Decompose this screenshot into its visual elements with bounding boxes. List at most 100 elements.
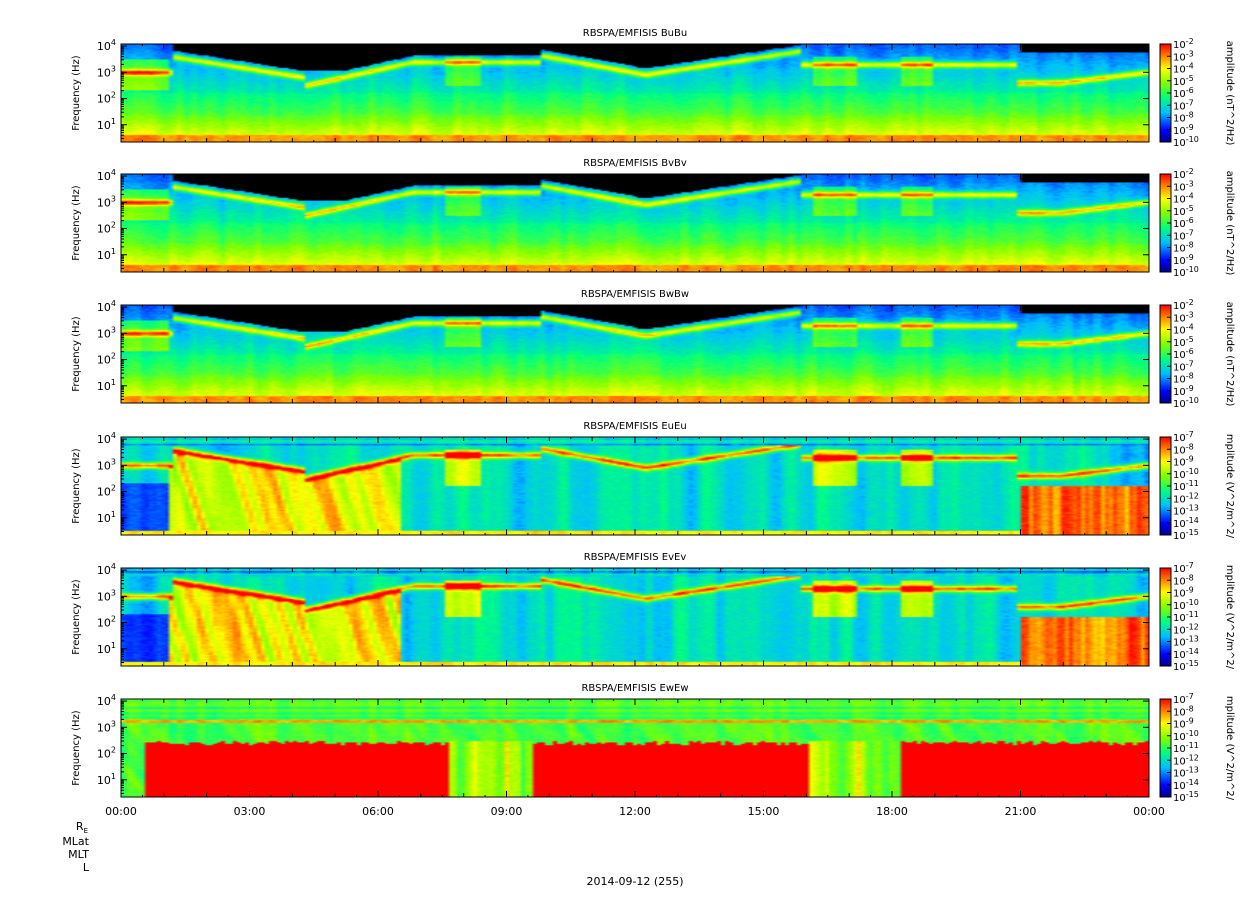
colorbar-tick-label: 10-4 <box>1173 323 1194 337</box>
colorbar-tick-label: 10-13 <box>1173 504 1199 518</box>
colorbar-label: mplitude (V^2/m^2/ <box>1224 565 1235 670</box>
colorbar-tick-label: 10-2 <box>1173 37 1194 51</box>
colorbar-label: amplitude (nT^2/Hz) <box>1224 171 1235 276</box>
colorbar-tick-label: 10-11 <box>1173 610 1199 624</box>
y-tick-label: 104 <box>97 168 116 183</box>
colorbar-tick-label: 10-11 <box>1173 479 1199 493</box>
panel-title: RBSPA/EMFISIS BvBv <box>583 158 687 169</box>
colorbar-tick-label: 10-7 <box>1173 430 1194 444</box>
date-label: 2014-09-12 (255) <box>586 875 683 888</box>
colorbar-tick-label: 10-13 <box>1173 766 1199 780</box>
x-tick-label: 00:00 <box>105 805 137 818</box>
colorbar-tick-label: 10-9 <box>1173 455 1194 469</box>
panel-title: RBSPA/EMFISIS EvEv <box>584 552 687 563</box>
y-tick-label: 101 <box>97 772 116 787</box>
y-tick-label: 103 <box>97 64 116 79</box>
spectrogram-image <box>121 305 1149 403</box>
colorbar-tick-label: 10-3 <box>1173 179 1194 193</box>
colorbar-label: amplitude (nT^2/Hz) <box>1224 302 1235 407</box>
y-tick-label: 104 <box>97 693 116 708</box>
colorbar-tick-label: 10-15 <box>1173 790 1199 804</box>
colorbar-tick-label: 10-2 <box>1173 298 1194 312</box>
colorbar-tick-label: 10-7 <box>1173 561 1194 575</box>
x-tick-label: 21:00 <box>1005 805 1037 818</box>
colorbar-tick-label: 10-7 <box>1173 692 1194 706</box>
colorbar-tick-label: 10-2 <box>1173 167 1194 181</box>
y-axis-label: Frequency (Hz) <box>71 710 82 786</box>
colorbar-tick-label: 10-6 <box>1173 347 1194 361</box>
colorbar-tick-label: 10-14 <box>1173 516 1199 530</box>
ephemeris-label-l: L <box>83 861 90 874</box>
spectrogram-panel: RBSPA/EMFISIS BvBv Frequency (Hz) 101 102 10… <box>71 158 1235 279</box>
y-tick-label: 104 <box>97 299 116 314</box>
colorbar-tick-label: 10-5 <box>1173 74 1194 88</box>
colorbar-tick-label: 10-8 <box>1173 372 1194 386</box>
colorbar-tick-label: 10-9 <box>1173 253 1194 267</box>
spectrogram-panel: RBSPA/EMFISIS EwEw Frequency (Hz) 101 102 10… <box>71 683 1235 804</box>
y-tick-label: 101 <box>97 510 116 525</box>
colorbar-label: mplitude (V^2/m^2/ <box>1224 696 1235 801</box>
colorbar-tick-label: 10-13 <box>1173 635 1199 649</box>
colorbar-tick-label: 10-8 <box>1173 573 1194 587</box>
y-tick-label: 101 <box>97 378 116 393</box>
colorbar-tick-label: 10-9 <box>1173 717 1194 731</box>
y-tick-label: 101 <box>97 641 116 656</box>
colorbar-tick-label: 10-15 <box>1173 659 1199 673</box>
y-tick-label: 102 <box>97 91 116 106</box>
colorbar-tick-label: 10-7 <box>1173 98 1194 112</box>
colorbar-tick-label: 10-10 <box>1173 396 1199 410</box>
y-axis-label: Frequency (Hz) <box>71 55 82 131</box>
y-tick-label: 101 <box>97 117 116 132</box>
y-tick-label: 102 <box>97 221 116 236</box>
colorbar-tick-label: 10-12 <box>1173 491 1199 505</box>
x-tick-label: 06:00 <box>362 805 394 818</box>
colorbar-tick-label: 10-10 <box>1173 598 1199 612</box>
y-tick-label: 103 <box>97 194 116 209</box>
y-tick-label: 104 <box>97 562 116 577</box>
spectrogram-image <box>121 699 1149 797</box>
spectrogram-image <box>121 568 1149 666</box>
colorbar-tick-label: 10-10 <box>1173 729 1199 743</box>
y-axis-label: Frequency (Hz) <box>71 185 82 261</box>
x-tick-label: 18:00 <box>876 805 908 818</box>
colorbar-tick-label: 10-8 <box>1173 704 1194 718</box>
y-tick-label: 102 <box>97 615 116 630</box>
colorbar-tick-label: 10-4 <box>1173 62 1194 76</box>
y-tick-label: 103 <box>97 457 116 472</box>
colorbar-tick-label: 10-9 <box>1173 123 1194 137</box>
colorbar-tick-label: 10-12 <box>1173 622 1199 636</box>
spectrogram-panel: RBSPA/EMFISIS EuEu Frequency (Hz) 101 102 10… <box>71 421 1235 542</box>
panel-title: RBSPA/EMFISIS BuBu <box>583 28 687 39</box>
colorbar-tick-label: 10-15 <box>1173 528 1199 542</box>
colorbar-tick-label: 10-7 <box>1173 228 1194 242</box>
colorbar-tick-label: 10-10 <box>1173 467 1199 481</box>
colorbar-tick-label: 10-6 <box>1173 216 1194 230</box>
colorbar-tick-label: 10-7 <box>1173 359 1194 373</box>
x-tick-label: 15:00 <box>748 805 780 818</box>
colorbar-tick-label: 10-8 <box>1173 111 1194 125</box>
colorbar-tick-label: 10-14 <box>1173 778 1199 792</box>
y-axis-label: Frequency (Hz) <box>71 579 82 655</box>
colorbar-tick-label: 10-3 <box>1173 49 1194 63</box>
y-tick-label: 103 <box>97 325 116 340</box>
x-tick-label: 09:00 <box>491 805 523 818</box>
panel-title: RBSPA/EMFISIS EwEw <box>581 683 688 694</box>
panel-title: RBSPA/EMFISIS EuEu <box>583 421 686 432</box>
colorbar-tick-label: 10-14 <box>1173 647 1199 661</box>
x-tick-label: 12:00 <box>619 805 651 818</box>
y-tick-label: 103 <box>97 588 116 603</box>
colorbar-tick-label: 10-6 <box>1173 86 1194 100</box>
x-tick-label: 03:00 <box>234 805 266 818</box>
colorbar-tick-label: 10-8 <box>1173 442 1194 456</box>
ephemeris-labels: RE MLat MLT L 2014-09-12 (255) <box>62 820 683 888</box>
colorbar-tick-label: 10-10 <box>1173 135 1199 149</box>
colorbar-label: amplitude (nT^2/Hz) <box>1224 41 1235 146</box>
colorbar-tick-label: 10-5 <box>1173 204 1194 218</box>
y-axis-label: Frequency (Hz) <box>71 316 82 392</box>
panel-title: RBSPA/EMFISIS BwBw <box>581 289 689 300</box>
y-axis-label: Frequency (Hz) <box>71 448 82 524</box>
y-tick-label: 102 <box>97 746 116 761</box>
y-tick-label: 104 <box>97 38 116 53</box>
spectrogram-image <box>121 44 1149 142</box>
